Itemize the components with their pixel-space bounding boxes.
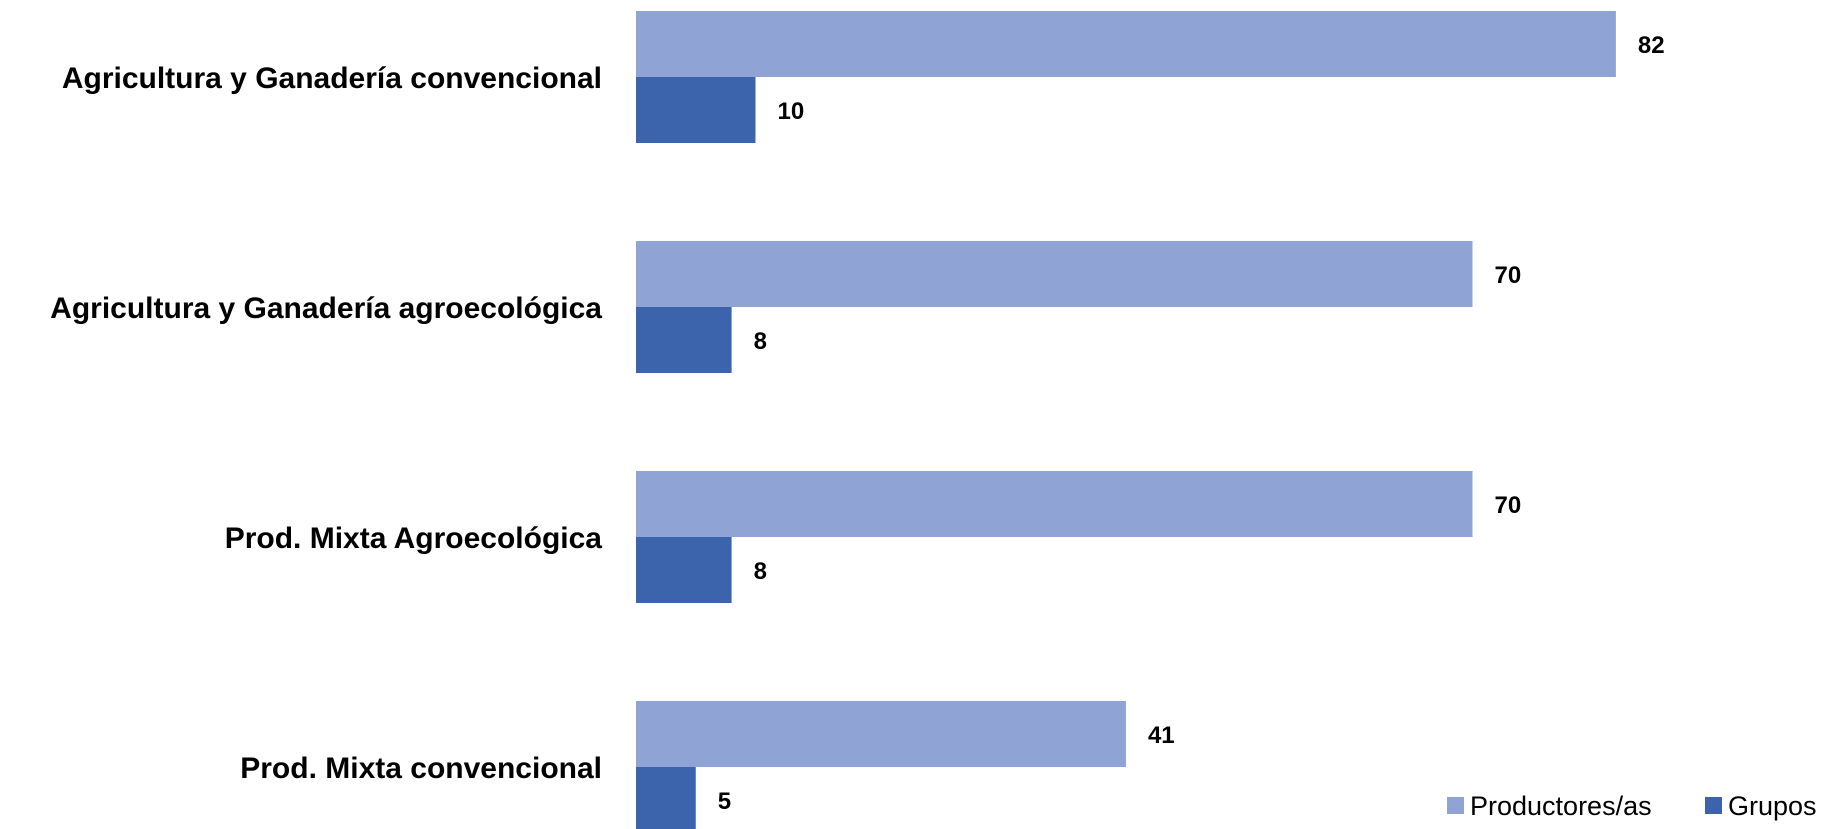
- legend-swatch-productores-as: [1447, 797, 1464, 814]
- bar-productores-as-agricultura-y-ganaderia-agroecologica: [636, 241, 1473, 307]
- value-label-productores-as-prod-mixta-agroecologica: 70: [1495, 492, 1522, 519]
- category-label-prod-mixta-convencional: Prod. Mixta convencional: [240, 752, 602, 785]
- bar-grupos-agricultura-y-ganaderia-convencional: [636, 77, 756, 143]
- bar-grupos-prod-mixta-agroecologica: [636, 537, 732, 603]
- legend-label-productores-as: Productores/as: [1470, 791, 1652, 821]
- legend-swatch-grupos: [1705, 797, 1722, 814]
- bar-productores-as-agricultura-y-ganaderia-convencional: [636, 11, 1616, 77]
- bar-productores-as-prod-mixta-convencional: [636, 701, 1126, 767]
- value-label-productores-as-agricultura-y-ganaderia-agroecologica: 70: [1495, 262, 1522, 289]
- value-label-productores-as-agricultura-y-ganaderia-convencional: 82: [1638, 32, 1665, 59]
- value-label-productores-as-prod-mixta-convencional: 41: [1148, 722, 1175, 749]
- value-label-grupos-prod-mixta-convencional: 5: [718, 788, 731, 815]
- category-labels: Agricultura y Ganadería convencional Agri…: [50, 62, 602, 785]
- value-labels: 82 10 70 8 70 8 41 5: [718, 32, 1665, 815]
- bar-grupos-agricultura-y-ganaderia-agroecologica: [636, 307, 732, 373]
- legend-label-grupos: Grupos: [1728, 791, 1817, 821]
- category-label-prod-mixta-agroecologica: Prod. Mixta Agroecológica: [225, 522, 603, 555]
- value-label-grupos-prod-mixta-agroecologica: 8: [754, 558, 767, 585]
- legend: Productores/as Grupos: [1447, 791, 1817, 821]
- bar-grupos-prod-mixta-convencional: [636, 767, 696, 829]
- bars-layer: [636, 11, 1616, 829]
- category-label-agricultura-y-ganaderia-agroecologica: Agricultura y Ganadería agroecológica: [50, 292, 602, 325]
- value-label-grupos-agricultura-y-ganaderia-agroecologica: 8: [754, 328, 767, 355]
- value-label-grupos-agricultura-y-ganaderia-convencional: 10: [778, 98, 805, 125]
- bar-productores-as-prod-mixta-agroecologica: [636, 471, 1473, 537]
- category-label-agricultura-y-ganaderia-convencional: Agricultura y Ganadería convencional: [62, 62, 602, 95]
